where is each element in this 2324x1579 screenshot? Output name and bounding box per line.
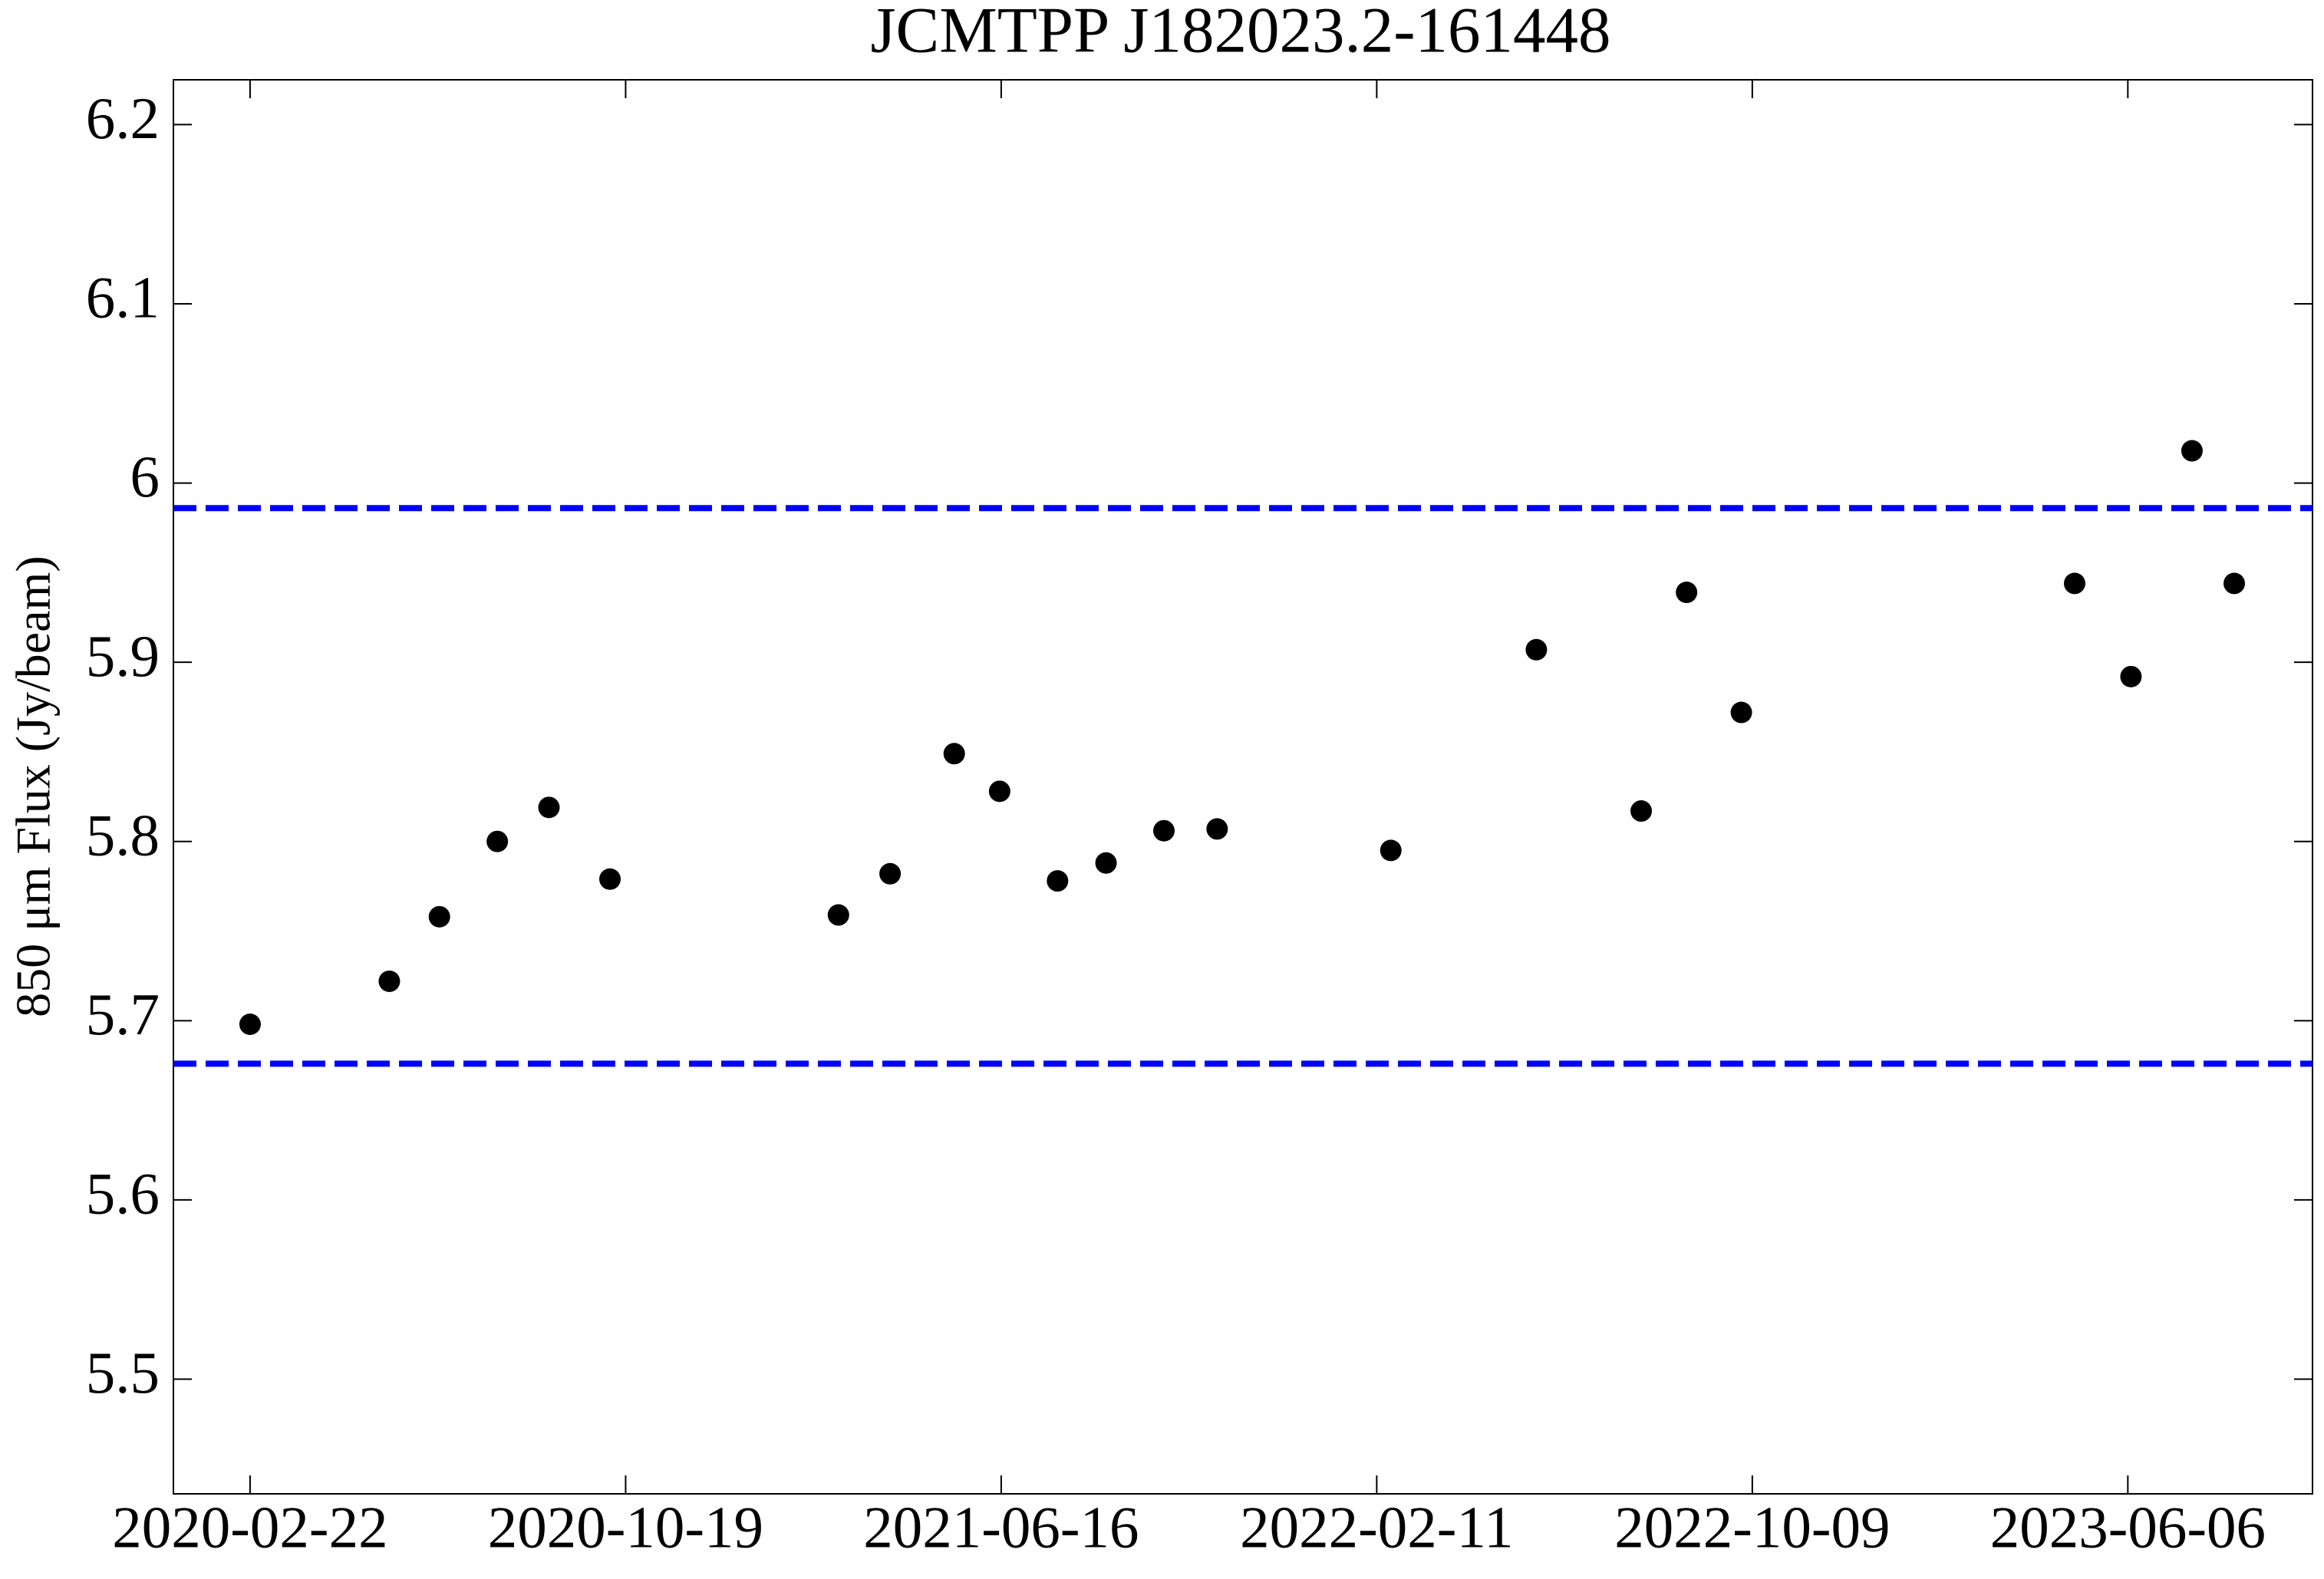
data-point xyxy=(599,868,621,890)
y-tick-label: 5.7 xyxy=(86,981,160,1047)
x-tick-label: 2021-06-16 xyxy=(863,1495,1139,1561)
data-point xyxy=(827,904,849,926)
y-tick-label: 5.8 xyxy=(86,802,160,868)
data-point xyxy=(2223,572,2246,595)
x-tick-label: 2023-06-06 xyxy=(1990,1495,2266,1561)
data-point xyxy=(1095,852,1117,874)
data-point xyxy=(2063,572,2085,595)
chart-title: JCMTPP J182023.2-161448 xyxy=(870,0,1610,67)
data-point xyxy=(428,905,450,928)
data-point xyxy=(538,796,560,819)
data-point xyxy=(988,780,1010,803)
data-point xyxy=(1630,800,1653,822)
x-tick-label: 2020-10-19 xyxy=(488,1495,763,1561)
y-tick-label: 6.2 xyxy=(86,85,160,151)
data-point xyxy=(1380,839,1402,862)
y-tick-label: 5.9 xyxy=(86,623,160,689)
data-point xyxy=(1730,701,1752,724)
x-tick-label: 2022-10-09 xyxy=(1614,1495,1890,1561)
data-point xyxy=(1153,819,1175,842)
data-point xyxy=(943,743,965,765)
y-axis-label: 850 μm Flux (Jy/beam) xyxy=(6,555,61,1017)
y-tick-label: 5.5 xyxy=(86,1340,160,1406)
data-point xyxy=(239,1014,261,1036)
x-tick-label: 2022-02-11 xyxy=(1240,1495,1513,1561)
plot-frame xyxy=(173,79,2313,1495)
data-point xyxy=(2181,440,2203,462)
y-tick-label: 5.6 xyxy=(86,1161,160,1227)
y-tick-label: 6 xyxy=(130,443,160,509)
data-point xyxy=(1047,870,1069,892)
data-point xyxy=(879,862,902,885)
data-point xyxy=(486,830,509,852)
data-point xyxy=(378,970,401,992)
x-tick-label: 2020-02-22 xyxy=(112,1495,387,1561)
data-point xyxy=(2120,665,2142,687)
data-point xyxy=(1525,638,1548,661)
y-tick-label: 6.1 xyxy=(86,265,160,331)
data-point xyxy=(1676,582,1698,604)
data-point xyxy=(1206,818,1228,840)
